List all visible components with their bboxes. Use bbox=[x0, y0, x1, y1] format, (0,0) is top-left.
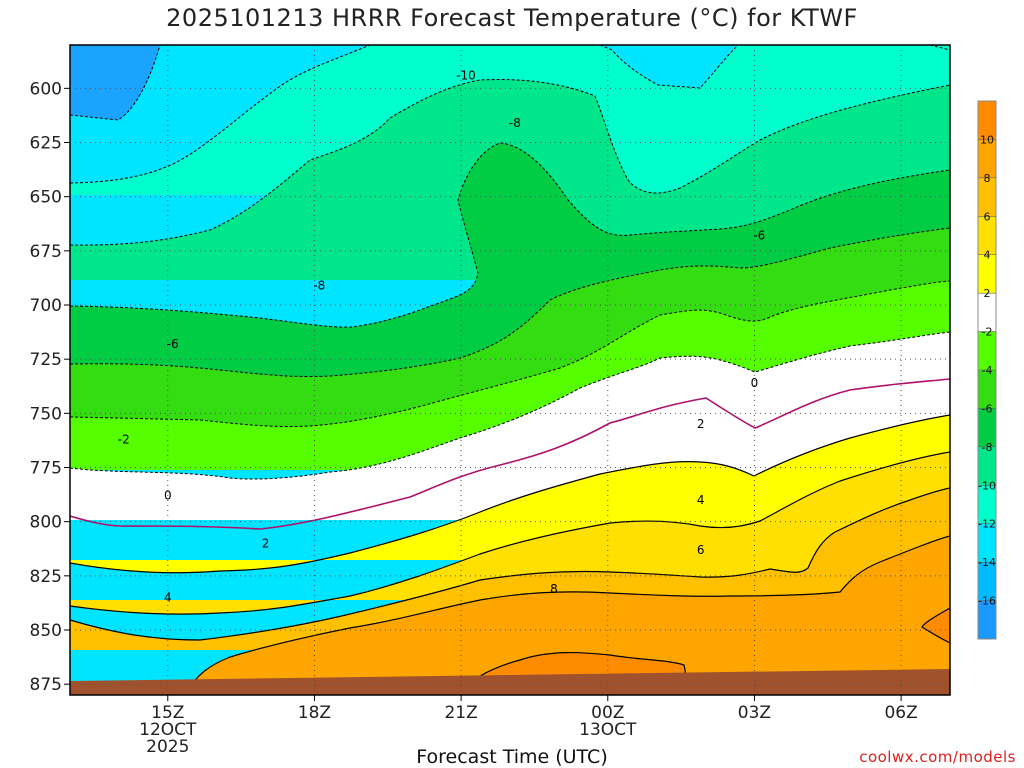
contour-line-plus-4 bbox=[70, 451, 950, 615]
colorbar-swatch bbox=[978, 293, 996, 333]
colorbar-swatch bbox=[978, 254, 996, 294]
contour-label: -2 bbox=[118, 432, 130, 446]
colorbar-label: -2 bbox=[982, 326, 993, 339]
y-tick-label: 625 bbox=[30, 134, 62, 154]
y-tick-label: 875 bbox=[30, 675, 62, 695]
colorbar-label: -10 bbox=[978, 479, 996, 492]
band-plus-8 bbox=[186, 536, 950, 695]
x-tick-label: 18Z bbox=[298, 703, 331, 723]
band-plus-10b bbox=[922, 608, 950, 643]
x-tick-label: 2025 bbox=[146, 737, 189, 757]
x-tick-label: 03Z bbox=[738, 703, 771, 723]
contour-labels: -10 -8 -6 -8 -6 -2 0 0 2 2 4 4 6 8 bbox=[118, 68, 766, 604]
contour-label: 2 bbox=[262, 536, 270, 550]
x-tick-label: 21Z bbox=[444, 703, 477, 723]
colorbar-swatch bbox=[978, 562, 996, 602]
colorbar-label: -14 bbox=[978, 556, 996, 569]
colorbar-swatch bbox=[978, 177, 996, 217]
contour-line-plus-10 bbox=[454, 651, 687, 695]
contour-line-zero bbox=[70, 378, 950, 530]
contour-line-plus-10b bbox=[921, 607, 950, 644]
credit-link[interactable]: coolwx.com/models bbox=[859, 748, 1016, 766]
grid-layer bbox=[70, 45, 950, 695]
y-tick-label: 800 bbox=[30, 513, 62, 533]
colorbar-swatch bbox=[978, 370, 996, 409]
x-tick-label: 12OCT bbox=[139, 720, 197, 740]
y-tick-label: 825 bbox=[30, 567, 62, 587]
colorbar-swatch bbox=[978, 485, 996, 525]
colorbar-swatch bbox=[978, 216, 996, 256]
x-tick-label: 00Z bbox=[591, 703, 624, 723]
contour-label: -6 bbox=[167, 337, 179, 351]
y-tick-label: 700 bbox=[30, 296, 62, 316]
colorbar-swatch bbox=[978, 446, 996, 486]
colorbar-swatch bbox=[978, 331, 996, 371]
terrain-edge bbox=[70, 669, 950, 695]
colorbar-swatch bbox=[978, 101, 996, 140]
colorbar-label: -16 bbox=[978, 595, 996, 608]
contour-label: 2 bbox=[697, 417, 705, 431]
y-tick-label: 850 bbox=[30, 621, 62, 641]
colorbar-label: 8 bbox=[984, 172, 991, 185]
colorbar-label: 2 bbox=[984, 287, 991, 300]
y-tick-label: 650 bbox=[30, 188, 62, 208]
x-tick-label: 06Z bbox=[884, 703, 917, 723]
contour-line-minus-14 bbox=[70, 45, 161, 121]
colorbar-swatch bbox=[978, 523, 996, 563]
band-plus-4 bbox=[70, 452, 950, 615]
x-axis-label: Forecast Time (UTC) bbox=[416, 746, 608, 768]
colorbar: 10 8 6 4 2 -2 -4 -6 -8 -10 -12 -14 -16 bbox=[977, 100, 997, 640]
chart-title: 2025101213 HRRR Forecast Temperature (°C… bbox=[166, 4, 858, 32]
plot-frame bbox=[69, 44, 951, 696]
y-tick-label: 750 bbox=[30, 404, 62, 424]
band-minus-16 bbox=[70, 45, 160, 120]
contour-label: -8 bbox=[509, 116, 521, 130]
colorbar-label: -4 bbox=[982, 364, 993, 377]
y-tick-label: 600 bbox=[30, 79, 62, 99]
colorbar-label: -6 bbox=[982, 402, 993, 415]
contour-label: 4 bbox=[697, 493, 705, 507]
contour-fill-layer bbox=[70, 45, 950, 695]
contour-line-minus-6 bbox=[70, 227, 950, 378]
colorbar-label: -12 bbox=[978, 518, 996, 531]
contour-label: 6 bbox=[697, 543, 705, 557]
contour-line-plus-2 bbox=[70, 414, 950, 574]
contour-line-plus-8 bbox=[185, 535, 950, 695]
contour-label: 0 bbox=[164, 489, 172, 503]
colorbar-swatch bbox=[978, 408, 996, 448]
contour-line-plus-6 bbox=[70, 487, 950, 641]
contour-line-minus-8 bbox=[70, 142, 950, 328]
x-tick-label: 15Z bbox=[151, 703, 184, 723]
x-tick-label: 13OCT bbox=[579, 720, 637, 740]
contour-line-minus-12 bbox=[70, 45, 950, 184]
contour-line-minus-4 bbox=[70, 280, 950, 428]
contour-label: 0 bbox=[751, 376, 759, 390]
contour-label: 4 bbox=[164, 591, 172, 605]
y-tick-label: 675 bbox=[30, 242, 62, 262]
y-axis: 600 625 650 675 700 725 750 775 800 825 850 875 bbox=[30, 79, 70, 695]
y-tick-label: 775 bbox=[30, 459, 62, 479]
contour-label: -10 bbox=[456, 68, 476, 82]
colorbar-label: 6 bbox=[984, 210, 991, 223]
contour-label: -6 bbox=[753, 229, 765, 243]
colorbar-label: 4 bbox=[984, 249, 991, 262]
contour-line-minus-10 bbox=[70, 79, 950, 246]
contour-line-minus-2 bbox=[70, 331, 950, 480]
y-tick-label: 725 bbox=[30, 350, 62, 370]
contour-lines-layer bbox=[70, 45, 950, 695]
colorbar-swatch bbox=[978, 139, 996, 179]
contour-label: 8 bbox=[550, 582, 558, 596]
colorbar-label: 10 bbox=[980, 133, 994, 146]
colorbar-label: -8 bbox=[982, 441, 993, 454]
colorbar-swatch bbox=[978, 600, 996, 640]
contour-label: -8 bbox=[313, 279, 325, 293]
